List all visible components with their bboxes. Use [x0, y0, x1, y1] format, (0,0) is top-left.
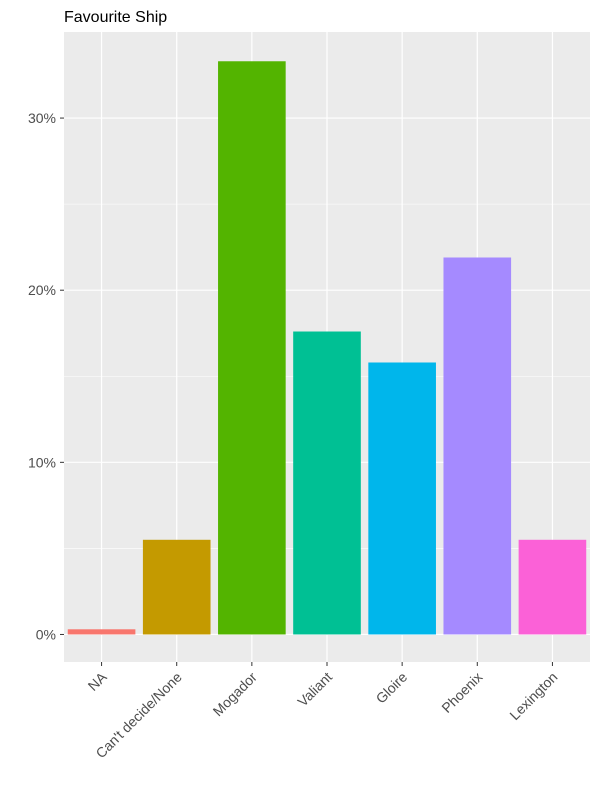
x-tick-label: NA — [85, 668, 111, 694]
bar — [518, 539, 587, 635]
x-tick-label: Gloire — [373, 669, 411, 707]
chart-title: Favourite Ship — [64, 9, 167, 26]
bar — [368, 362, 436, 635]
bar — [293, 331, 361, 635]
y-tick-label: 30% — [28, 110, 56, 126]
x-tick-label: Valiant — [294, 669, 335, 710]
bar — [218, 61, 286, 635]
bar — [67, 629, 136, 635]
x-tick-label: Phoenix — [438, 669, 485, 716]
y-tick-label: 0% — [36, 626, 56, 642]
bar — [443, 257, 512, 635]
y-tick-label: 20% — [28, 282, 56, 298]
y-tick-label: 10% — [28, 454, 56, 470]
bar — [142, 539, 211, 635]
x-tick-label: Lexington — [506, 669, 560, 723]
x-tick-label: Mogador — [210, 669, 261, 720]
